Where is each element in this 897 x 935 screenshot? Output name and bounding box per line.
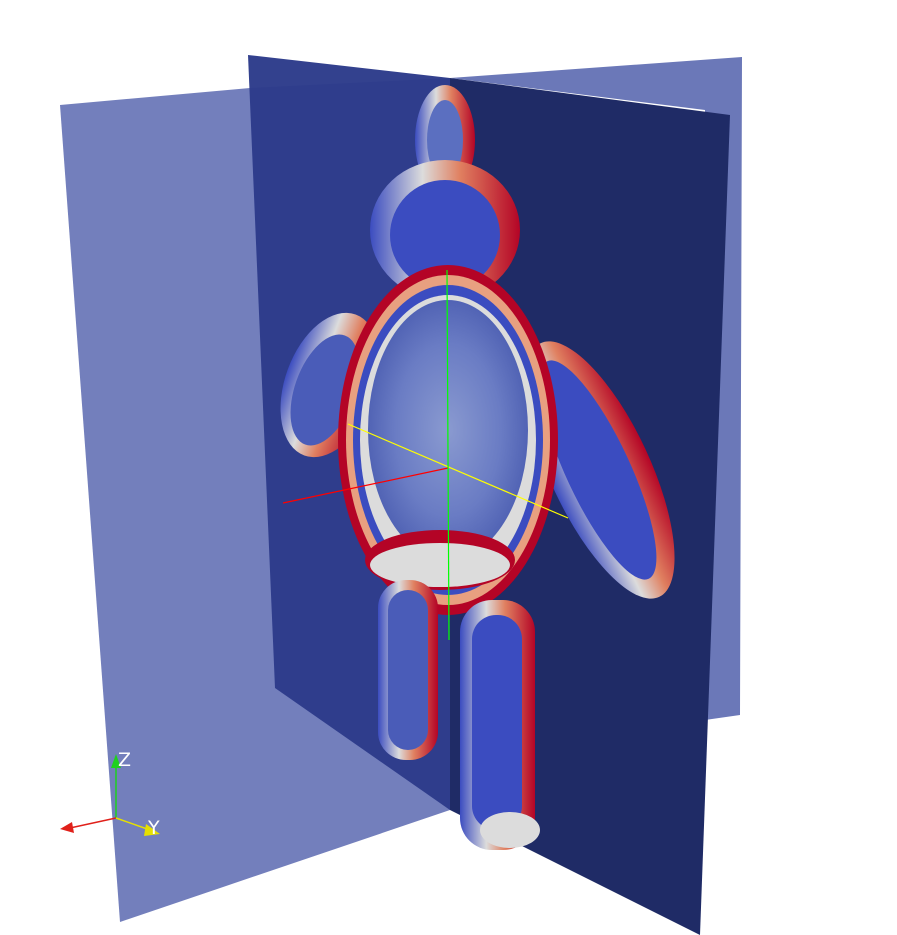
orientation-axis-x: [69, 817, 117, 829]
center-axis-x: [282, 467, 449, 504]
y-axis-label: Y: [147, 817, 160, 839]
orientation-axis-y: [115, 817, 151, 831]
x-arrow-head: [60, 822, 74, 833]
orientation-axes: Z Y: [60, 749, 160, 839]
center-axis-z: [446, 269, 450, 641]
z-axis-label: Z: [118, 749, 131, 771]
y-arrow-head: [144, 824, 160, 836]
center-axis-y: [347, 423, 569, 519]
z-arrow-head: [111, 754, 121, 768]
